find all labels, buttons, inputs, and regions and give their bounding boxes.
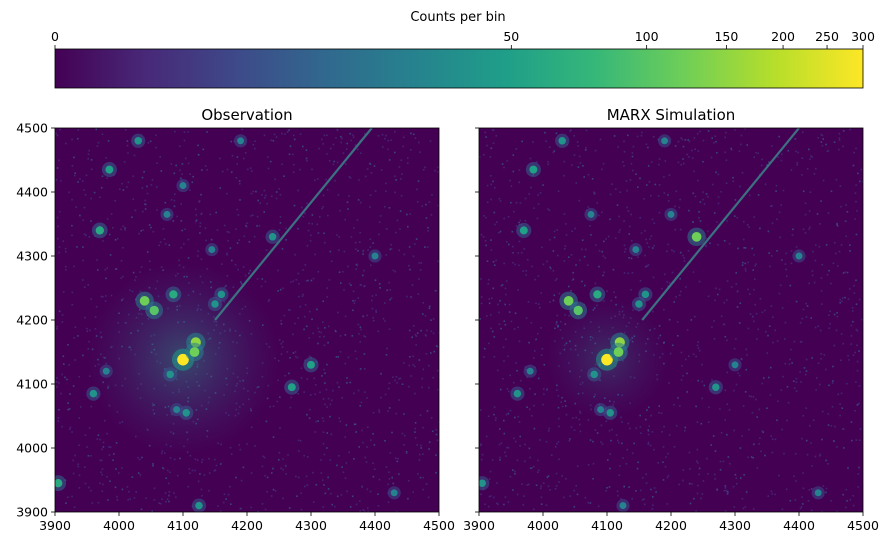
point-source [795, 252, 803, 260]
point-source [163, 210, 171, 218]
observation-panel: Observation 3900 4000 4100 4200 4300 4400 4500… [16, 106, 455, 533]
x-tick-label: 4300 [719, 518, 751, 533]
x-tick-label: 4000 [527, 518, 559, 533]
x-tick-label: 3900 [463, 518, 495, 533]
observation-title: Observation [201, 106, 292, 124]
point-source [211, 300, 219, 308]
point-source [601, 353, 613, 366]
point-source [573, 305, 583, 316]
point-source [526, 367, 534, 375]
colorbar-tick-label: 200 [771, 29, 795, 44]
colorbar-tick-label: 100 [635, 29, 659, 44]
point-source [208, 246, 216, 254]
colorbar-tick-label: 150 [714, 29, 738, 44]
point-source [563, 295, 574, 306]
point-source [173, 406, 181, 414]
x-tick-label: 4200 [655, 518, 687, 533]
point-source [195, 501, 203, 510]
marx-simulation-background [479, 128, 863, 512]
point-source [519, 226, 528, 235]
point-source [182, 409, 190, 417]
y-tick-label: 4300 [16, 249, 48, 264]
point-source [268, 233, 277, 241]
point-source [606, 409, 614, 417]
colorbar: Counts per bin 0 50 100 150 200 250 300 [51, 10, 875, 89]
marx-simulation-title: MARX Simulation [607, 106, 736, 124]
x-tick-label: 3900 [39, 518, 71, 533]
x-tick-label: 4100 [591, 518, 623, 533]
point-source [513, 389, 522, 398]
y-tick-label: 4500 [16, 121, 48, 136]
y-tick-label: 3900 [16, 505, 48, 520]
y-tick-label: 4200 [16, 313, 48, 328]
readout-streak [214, 128, 373, 321]
point-source [731, 361, 739, 369]
point-source [139, 295, 150, 306]
point-source [166, 370, 174, 379]
point-source [632, 246, 640, 254]
x-tick-label: 4400 [359, 518, 391, 533]
point-source [179, 182, 187, 190]
point-source [95, 226, 104, 235]
y-tick-label: 4100 [16, 377, 48, 392]
point-source [105, 165, 114, 174]
point-source [217, 290, 226, 299]
point-source [597, 406, 605, 414]
point-source [479, 479, 486, 487]
point-source [590, 370, 598, 379]
colorbar-tick-label: 0 [51, 29, 59, 44]
point-source [149, 305, 159, 316]
x-tick-label: 4200 [231, 518, 263, 533]
colorbar-gradient [54, 48, 864, 89]
x-tick-label: 4300 [295, 518, 327, 533]
point-source [814, 489, 822, 497]
point-source [587, 210, 595, 218]
colorbar-tick-label: 50 [503, 29, 519, 44]
point-source [287, 383, 296, 392]
point-source [691, 231, 702, 242]
point-source [102, 367, 110, 375]
point-source [390, 489, 398, 497]
marx-simulation-image [479, 128, 863, 512]
colorbar-label: Counts per bin [410, 10, 505, 25]
point-source [55, 479, 63, 488]
background-noise [55, 128, 439, 512]
colorbar-ticks: 0 50 100 150 200 250 300 [51, 29, 875, 49]
marx-simulation-ticks: 3900 4000 4100 4200 4300 4400 4500 [463, 127, 879, 533]
colorbar-tick-label: 300 [851, 29, 875, 44]
readout-streak [641, 128, 800, 321]
point-source [661, 137, 669, 145]
point-source [558, 137, 566, 145]
point-source [177, 353, 189, 366]
point-source [667, 210, 675, 218]
point-source [189, 347, 200, 357]
point-source [613, 347, 624, 357]
point-source [529, 165, 538, 174]
x-tick-label: 4500 [847, 518, 879, 533]
x-tick-label: 4500 [423, 518, 455, 533]
point-source [307, 360, 315, 369]
point-source [169, 290, 178, 299]
point-source [371, 252, 379, 260]
point-source [712, 383, 720, 391]
colorbar-tick-label: 250 [815, 29, 839, 44]
x-tick-label: 4400 [783, 518, 815, 533]
point-source [593, 290, 602, 299]
x-tick-label: 4000 [103, 518, 135, 533]
point-source [89, 389, 98, 398]
y-tick-label: 4400 [16, 185, 48, 200]
point-source [134, 137, 142, 145]
y-tick-label: 4000 [16, 441, 48, 456]
point-source [619, 502, 627, 510]
point-source [641, 290, 650, 299]
observation-ticks: 3900 4000 4100 4200 4300 4400 4500 3900 4000 4100… [16, 121, 455, 534]
marx-simulation-panel: MARX Simulation 3900 4000 4100 4200 4300 4400… [463, 106, 879, 533]
x-tick-label: 4100 [167, 518, 199, 533]
observation-image [55, 128, 439, 512]
point-source [237, 137, 245, 145]
point-source [635, 300, 643, 308]
